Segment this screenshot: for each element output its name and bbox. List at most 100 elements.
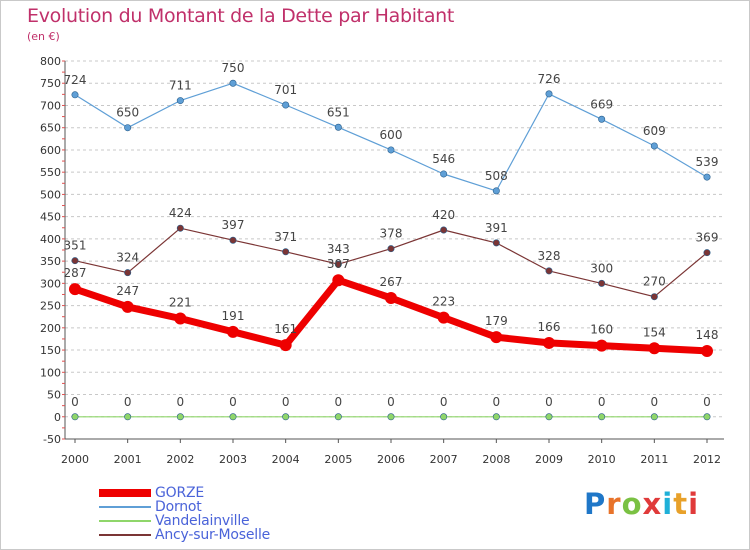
data-label-vandelainville: 0	[335, 395, 343, 409]
chart-subtitle: (en €)	[27, 30, 60, 43]
data-point-vandelainville	[124, 413, 132, 421]
data-label-gorze: 247	[116, 284, 139, 298]
data-label-dornot: 546	[432, 152, 455, 166]
data-point-dornot	[492, 187, 500, 195]
data-point-gorze	[174, 312, 187, 325]
data-point-gorze	[543, 336, 555, 349]
data-point-gorze	[121, 300, 134, 313]
data-point-vandelainville	[282, 413, 290, 421]
data-point-vandelainville	[703, 413, 711, 421]
logo-letter: o	[621, 487, 643, 521]
data-label-vandelainville: 0	[71, 395, 79, 409]
data-point-ancy-sur-moselle	[124, 269, 132, 277]
data-point-ancy-sur-moselle	[387, 245, 395, 253]
data-label-ancy-sur-moselle: 424	[169, 206, 192, 220]
data-point-vandelainville	[440, 413, 448, 421]
data-point-gorze	[279, 339, 292, 352]
data-label-dornot: 701	[274, 83, 297, 97]
y-tick-label: 200	[40, 322, 61, 335]
data-point-ancy-sur-moselle	[650, 293, 658, 301]
data-label-dornot: 609	[643, 124, 666, 138]
x-tick-label: 2008	[482, 453, 510, 466]
data-point-dornot	[176, 97, 184, 105]
data-label-gorze: 166	[538, 320, 561, 334]
legend-swatch-dornot	[99, 506, 151, 508]
legend-label-ancy-sur-moselle: Ancy-sur-Moselle	[155, 527, 271, 543]
data-label-vandelainville: 0	[703, 395, 711, 409]
data-label-gorze: 154	[643, 325, 666, 339]
data-label-gorze: 221	[169, 295, 192, 309]
data-label-ancy-sur-moselle: 328	[538, 249, 561, 263]
x-tick-label: 2012	[693, 453, 721, 466]
data-label-vandelainville: 0	[387, 395, 395, 409]
data-label-dornot: 669	[590, 97, 613, 111]
data-label-ancy-sur-moselle: 391	[485, 221, 508, 235]
data-point-vandelainville	[229, 413, 237, 421]
x-tick-label: 2005	[324, 453, 352, 466]
data-point-dornot	[71, 91, 79, 99]
data-label-gorze: 161	[274, 322, 297, 336]
x-tick-label: 2002	[166, 453, 194, 466]
data-label-vandelainville: 0	[493, 395, 501, 409]
y-tick-label: 500	[40, 188, 61, 201]
y-tick-label: 150	[40, 344, 61, 357]
x-tick-label: 2001	[114, 453, 142, 466]
y-tick-label: 550	[40, 166, 61, 179]
data-label-dornot: 508	[485, 169, 508, 183]
data-label-vandelainville: 0	[598, 395, 606, 409]
data-point-vandelainville	[492, 413, 500, 421]
data-point-gorze	[385, 292, 397, 305]
x-tick-label: 2006	[377, 453, 405, 466]
data-label-gorze: 267	[380, 275, 403, 289]
data-point-vandelainville	[545, 413, 553, 421]
y-tick-label: 250	[40, 300, 61, 313]
data-label-ancy-sur-moselle: 300	[590, 261, 613, 275]
data-label-dornot: 651	[327, 105, 350, 119]
data-label-dornot: 650	[116, 106, 139, 120]
data-label-gorze: 179	[485, 314, 508, 328]
data-point-dornot	[282, 101, 290, 109]
data-point-vandelainville	[650, 413, 658, 421]
data-point-ancy-sur-moselle	[176, 224, 184, 232]
data-point-ancy-sur-moselle	[229, 236, 237, 244]
data-point-vandelainville	[598, 413, 606, 421]
data-label-dornot: 724	[64, 73, 87, 87]
y-tick-label: 400	[40, 233, 61, 246]
chart-title: Evolution du Montant de la Dette par Hab…	[27, 5, 455, 27]
data-point-gorze	[437, 311, 450, 324]
data-label-dornot: 539	[696, 155, 719, 169]
data-label-vandelainville: 0	[229, 395, 237, 409]
data-label-vandelainville: 0	[651, 395, 659, 409]
y-tick-label: 100	[40, 366, 61, 379]
data-point-gorze	[69, 283, 81, 296]
data-label-ancy-sur-moselle: 369	[696, 231, 719, 245]
data-point-ancy-sur-moselle	[71, 257, 79, 265]
x-tick-label: 2011	[640, 453, 668, 466]
data-point-dornot	[440, 170, 448, 178]
data-label-vandelainville: 0	[282, 395, 290, 409]
logo-letter: r	[606, 487, 622, 521]
data-label-vandelainville: 0	[545, 395, 553, 409]
data-label-gorze: 307	[327, 257, 350, 271]
legend-label-gorze: GORZE	[155, 485, 205, 501]
data-label-gorze: 148	[696, 328, 719, 342]
legend-item-ancy-sur-moselle: Ancy-sur-Moselle	[99, 528, 270, 542]
logo-letter: P	[584, 487, 607, 521]
x-tick-label: 2007	[430, 453, 458, 466]
data-point-ancy-sur-moselle	[598, 279, 606, 287]
x-tick-label: 2004	[272, 453, 300, 466]
data-point-vandelainville	[176, 413, 184, 421]
data-label-gorze: 223	[432, 295, 455, 309]
data-point-gorze	[595, 339, 608, 352]
legend-label-dornot: Dornot	[155, 499, 202, 515]
data-label-ancy-sur-moselle: 371	[274, 230, 297, 244]
data-point-dornot	[703, 173, 711, 181]
x-tick-label: 2010	[588, 453, 616, 466]
data-label-ancy-sur-moselle: 270	[643, 275, 666, 289]
data-point-dornot	[229, 79, 237, 87]
data-point-dornot	[598, 115, 606, 123]
legend-swatch-ancy-sur-moselle	[99, 534, 151, 536]
data-label-ancy-sur-moselle: 324	[116, 251, 139, 265]
data-label-dornot: 600	[380, 128, 403, 142]
